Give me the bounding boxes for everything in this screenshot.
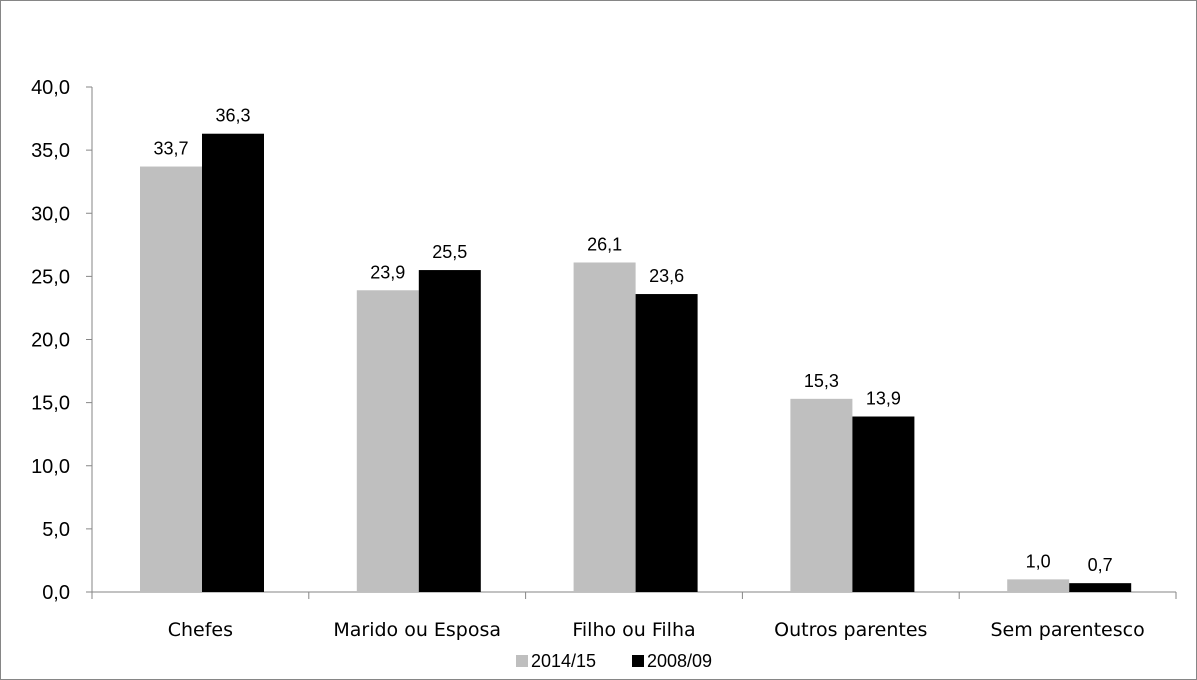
data-label: 33,7 [153,139,188,159]
y-tick-label: 0,0 [42,582,70,604]
bar-2008-09 [1069,583,1132,592]
bar-2014-15 [140,166,202,592]
bar-2014-15 [790,398,853,592]
legend-swatch [516,655,528,667]
data-label: 15,3 [804,371,839,391]
y-tick-label: 20,0 [31,330,70,352]
x-tick-label: Marido ou Esposa [333,619,501,641]
bar-2014-15 [356,290,419,592]
bar-2014-15 [573,262,636,592]
data-label: 23,6 [649,266,684,286]
x-tick-label: Filho ou Filha [572,619,695,641]
data-label: 26,1 [587,234,622,254]
bar-2008-09 [202,133,264,592]
x-tick-label: Sem parentesco [990,619,1144,641]
x-tick-label: Chefes [168,619,233,641]
bar-2014-15 [1007,579,1070,592]
data-label: 13,9 [866,389,901,409]
legend-label: 2008/09 [647,651,712,671]
y-tick-label: 35,0 [31,140,70,162]
data-label: 36,3 [215,106,250,126]
y-tick-label: 10,0 [31,456,70,478]
y-tick-label: 15,0 [31,393,70,415]
y-tick-label: 5,0 [42,519,70,541]
bar-2008-09 [418,270,481,592]
bar-2008-09 [852,416,915,592]
y-tick-label: 30,0 [31,203,70,225]
data-label: 23,9 [370,262,405,282]
legend-swatch [632,655,644,667]
data-label: 1,0 [1026,551,1051,571]
data-label: 0,7 [1088,555,1113,575]
data-label: 25,5 [432,242,467,262]
x-tick-label: Outros parentes [774,619,927,641]
legend-label: 2014/15 [531,651,596,671]
y-tick-label: 40,0 [31,77,70,99]
bar-2008-09 [635,294,698,592]
y-tick-label: 25,0 [31,266,70,288]
